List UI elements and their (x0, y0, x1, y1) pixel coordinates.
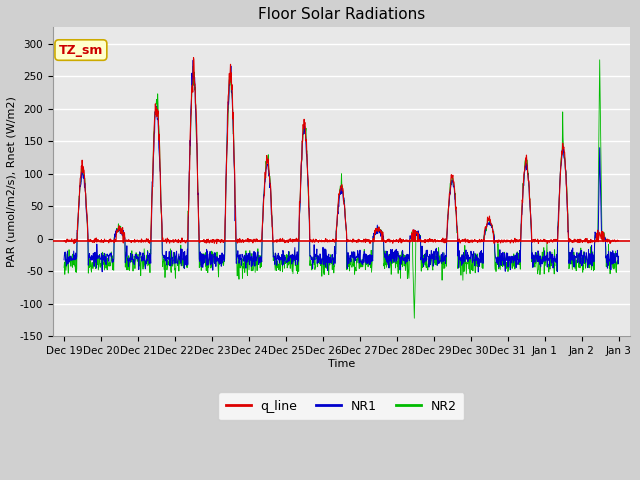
NR2 (549, 260, 557, 266)
Text: TZ_sm: TZ_sm (59, 44, 103, 57)
q_line (184, 237, 191, 242)
Line: NR1: NR1 (64, 60, 619, 272)
q_line (500, 239, 508, 244)
X-axis label: Time: Time (328, 359, 355, 369)
Y-axis label: PAR (umol/m2/s), Rnet (W/m2): PAR (umol/m2/s), Rnet (W/m2) (7, 96, 17, 267)
NR2 (246, 256, 253, 262)
NR1 (60, 257, 68, 263)
NR1 (428, 250, 435, 255)
NR2 (615, 257, 623, 263)
q_line (60, 238, 68, 244)
NR1 (500, 251, 508, 256)
NR1 (615, 253, 623, 259)
NR1 (170, 257, 178, 263)
NR2 (596, 57, 604, 63)
NR2 (60, 264, 68, 270)
NR1 (550, 256, 557, 262)
q_line (428, 238, 436, 244)
NR1 (474, 269, 482, 275)
Line: q_line: q_line (64, 58, 619, 244)
NR2 (428, 258, 435, 264)
Line: NR2: NR2 (64, 60, 619, 318)
NR2 (410, 315, 418, 321)
q_line (246, 237, 254, 243)
NR2 (500, 263, 508, 269)
NR1 (184, 246, 191, 252)
NR1 (189, 57, 197, 63)
NR1 (246, 250, 253, 256)
q_line (550, 237, 557, 242)
NR2 (184, 264, 191, 270)
q_line (615, 238, 623, 243)
q_line (189, 55, 197, 60)
q_line (212, 241, 220, 247)
Legend: q_line, NR1, NR2: q_line, NR1, NR2 (218, 392, 465, 420)
Title: Floor Solar Radiations: Floor Solar Radiations (258, 7, 425, 22)
q_line (170, 240, 178, 245)
NR2 (170, 254, 178, 260)
